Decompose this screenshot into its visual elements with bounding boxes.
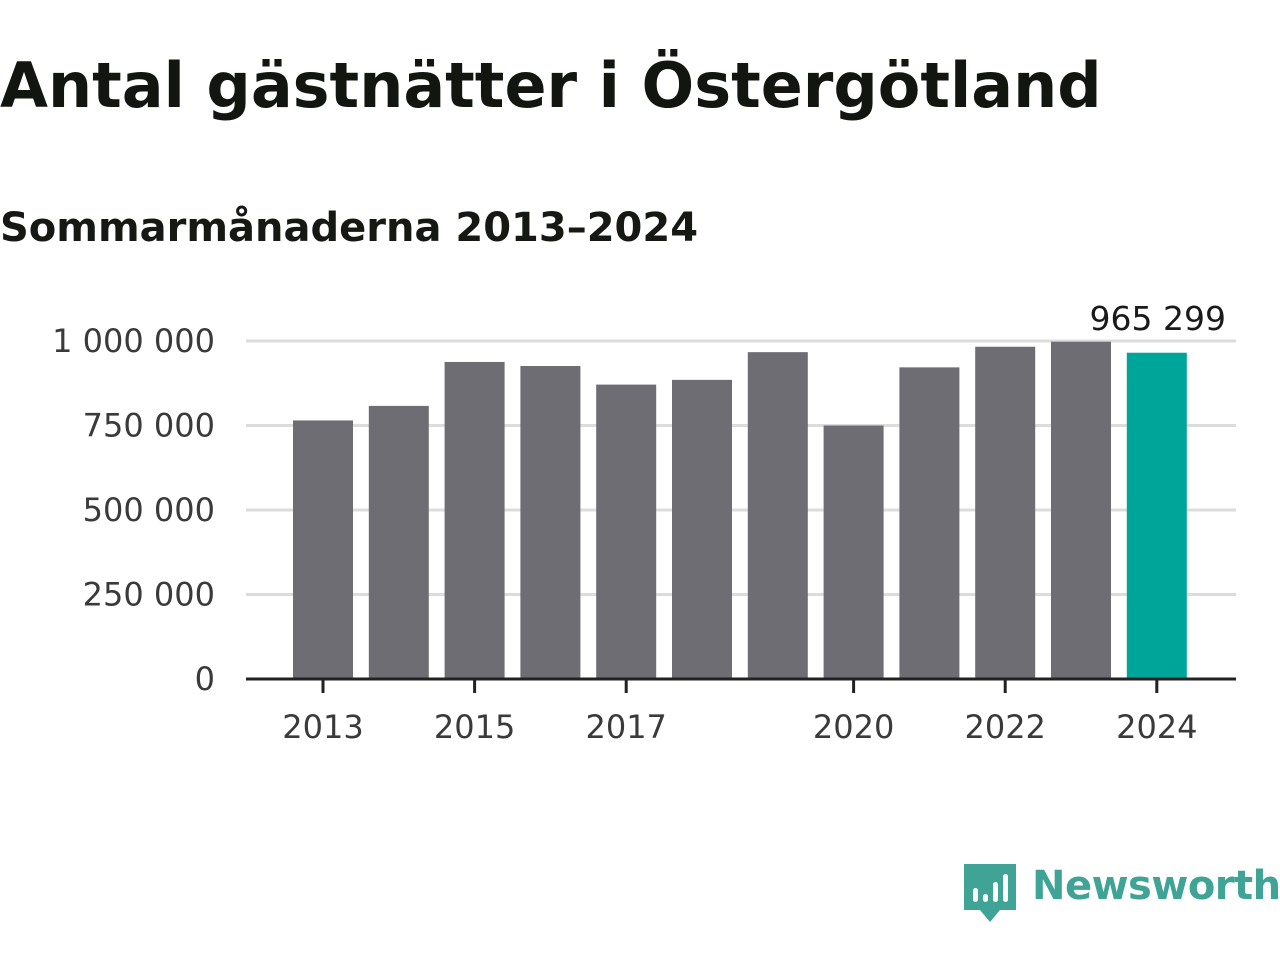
bar-2021 xyxy=(899,367,959,679)
x-tick-label: 2017 xyxy=(585,708,666,746)
y-tick-label: 500 000 xyxy=(83,491,215,529)
y-tick-label: 750 000 xyxy=(83,407,215,445)
annotations: 965 299 xyxy=(1090,299,1226,338)
x-tick-label: 2020 xyxy=(813,708,894,746)
y-tick-label: 0 xyxy=(195,660,215,698)
bar-2018 xyxy=(672,380,732,679)
bar-chart-speech-bubble-icon xyxy=(964,864,1016,924)
x-tick-label: 2022 xyxy=(964,708,1045,746)
x-tick-label: 2024 xyxy=(1116,708,1197,746)
y-tick-label: 1 000 000 xyxy=(52,322,215,360)
x-axis-tick-labels: 2013 2015 2017 2020 2022 2024 xyxy=(282,708,1197,746)
bar-2016 xyxy=(520,366,580,679)
bar-chart: 0 250 000 500 000 750 000 1 000 000 2013 2015… xyxy=(0,0,1280,780)
brand-name: Newsworthy xyxy=(1032,862,1280,910)
bar-2022 xyxy=(975,347,1035,679)
x-tick-label: 2013 xyxy=(282,708,363,746)
bar-2024 xyxy=(1127,353,1187,679)
bar-2017 xyxy=(596,385,656,679)
y-tick-label: 250 000 xyxy=(83,576,215,614)
bar-2023 xyxy=(1051,342,1111,679)
y-axis-tick-labels: 0 250 000 500 000 750 000 1 000 000 xyxy=(52,322,215,698)
bar-2013 xyxy=(293,420,353,679)
bar-2020 xyxy=(824,426,884,680)
bar-2014 xyxy=(369,406,429,679)
newsworthy-logo: Newsworthy xyxy=(964,864,1280,924)
bar-2019 xyxy=(748,352,808,679)
bar-2015 xyxy=(445,362,505,679)
x-axis xyxy=(246,679,1236,693)
data-label-2024: 965 299 xyxy=(1090,299,1226,338)
x-tick-label: 2015 xyxy=(434,708,515,746)
